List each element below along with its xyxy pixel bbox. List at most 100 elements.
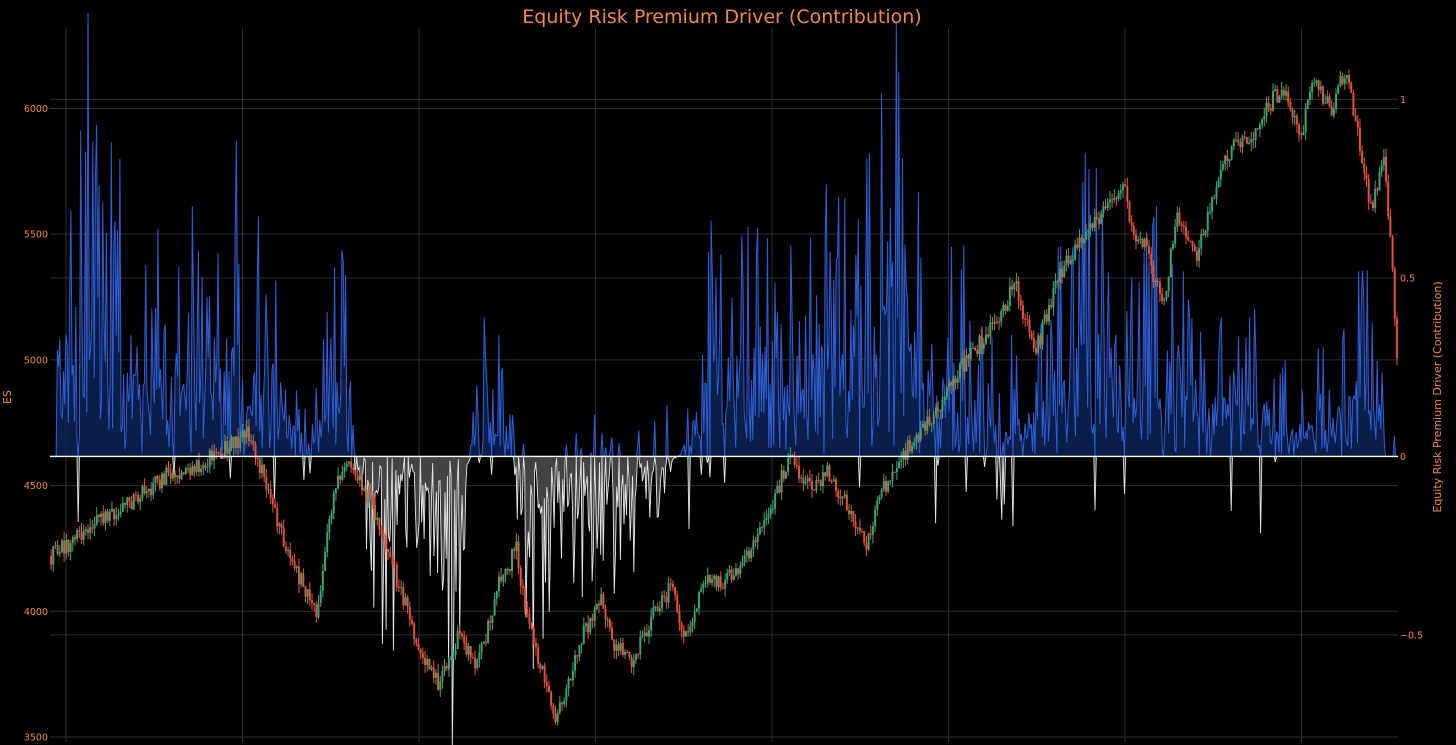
candle-body (1206, 211, 1209, 231)
candle-body (387, 549, 390, 552)
candle (1182, 220, 1185, 235)
gridlines (50, 28, 1398, 742)
candle (593, 605, 596, 628)
candle (550, 690, 553, 710)
candle (687, 623, 690, 637)
candle (1267, 95, 1270, 113)
candle (1185, 221, 1187, 245)
candle-body (906, 440, 909, 460)
candle-body (711, 579, 714, 583)
candle-body (1215, 187, 1218, 198)
candle-body (939, 410, 942, 412)
candle (813, 489, 816, 492)
candle (289, 542, 292, 566)
candle-body (1274, 89, 1277, 91)
candle (721, 582, 724, 590)
candle (998, 316, 1001, 331)
candle-body (887, 480, 890, 492)
candle (1174, 219, 1177, 248)
candle (845, 490, 848, 512)
candle-body (732, 575, 735, 580)
candle-body (311, 600, 313, 603)
candle-body (1387, 181, 1390, 217)
candle-body (97, 515, 100, 517)
candle (467, 643, 470, 661)
candle-body (830, 481, 833, 483)
candle (691, 617, 694, 633)
candle-body (1139, 239, 1142, 241)
candle (378, 517, 381, 537)
candle (752, 535, 755, 557)
candle-body (743, 555, 746, 563)
candle (589, 617, 592, 635)
candle (56, 539, 59, 556)
candle (1252, 131, 1255, 149)
candle (330, 509, 333, 525)
candle-body (624, 651, 627, 655)
candle-body (102, 513, 105, 523)
candle-body (687, 631, 690, 633)
candle (156, 474, 159, 485)
candle (1039, 333, 1042, 349)
candle (104, 509, 107, 531)
candle (239, 431, 242, 452)
candle (1211, 196, 1214, 220)
candle-body (1100, 213, 1103, 224)
candle-body (1106, 202, 1109, 208)
candle-body (232, 436, 235, 448)
candle (576, 654, 579, 664)
candle (1235, 131, 1238, 143)
candle (465, 635, 468, 657)
candle (252, 434, 255, 451)
candle (1063, 260, 1066, 279)
candle-body (889, 480, 892, 482)
candle-body (1054, 280, 1057, 289)
candle (450, 656, 453, 661)
candle-body (271, 497, 274, 505)
candle-body (393, 564, 396, 566)
candle (230, 434, 233, 452)
candle-body (100, 513, 103, 517)
candle-body (1050, 304, 1053, 308)
candle (963, 349, 966, 380)
candle (863, 530, 866, 547)
candle-body (1195, 250, 1198, 261)
candle (624, 648, 627, 659)
candle (908, 434, 911, 454)
candle (282, 519, 285, 547)
candle (1043, 309, 1046, 325)
candle (102, 505, 105, 526)
candle-body (713, 575, 716, 580)
candle (856, 527, 859, 534)
candle (271, 493, 274, 513)
candle (532, 625, 535, 645)
candle (1130, 215, 1133, 232)
candle-body (1130, 221, 1133, 226)
left-axis-title: ES (1, 390, 14, 404)
candle-body (682, 630, 685, 637)
candle (380, 525, 383, 538)
candle-body (243, 431, 246, 438)
candle-body (826, 465, 829, 477)
candle-body (1345, 75, 1348, 79)
candle-body (1126, 185, 1129, 202)
candle-body (1319, 86, 1322, 90)
candle-body (389, 551, 392, 558)
candle (750, 547, 753, 563)
candle (1226, 149, 1229, 170)
candle-body (454, 648, 457, 656)
candle-body (467, 646, 470, 655)
candle-body (474, 658, 477, 669)
candle-body (1352, 92, 1355, 116)
candle (806, 474, 809, 490)
candle (534, 637, 537, 656)
candle-body (908, 440, 911, 452)
candle (582, 617, 585, 645)
candle-body (169, 472, 172, 479)
candle-body (297, 566, 300, 585)
candle (876, 495, 879, 517)
candle (1037, 332, 1040, 356)
candle (356, 470, 359, 484)
candle-body (902, 450, 905, 460)
candle (530, 621, 533, 630)
